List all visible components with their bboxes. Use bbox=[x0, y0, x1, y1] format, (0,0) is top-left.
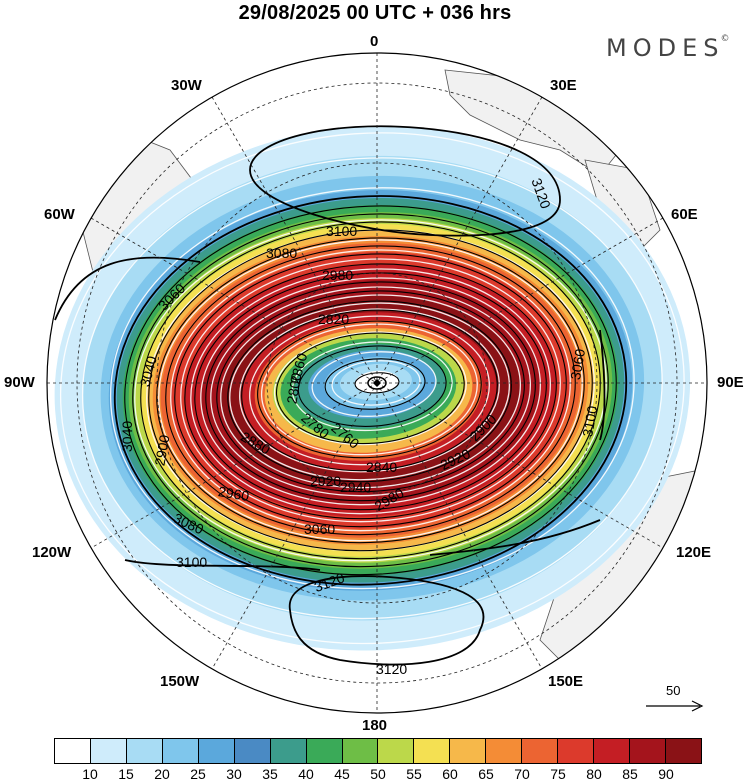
modes-logo: MODES© bbox=[606, 34, 730, 62]
colorbar-swatch bbox=[414, 739, 451, 763]
longitude-label-60w: 60W bbox=[44, 206, 75, 223]
colorbar-ticks: 10 15 20 25 30 35 40 45 50 55 60 65 70 75 80 85 90 bbox=[0, 766, 750, 782]
longitude-label-120w: 120W bbox=[32, 544, 72, 561]
streamlines bbox=[59, 132, 685, 645]
contour-label: 2820 bbox=[318, 311, 349, 327]
longitude-label-150e: 150E bbox=[548, 673, 584, 690]
colorbar-tick-label: 75 bbox=[550, 766, 566, 782]
colorbar-swatch bbox=[486, 739, 523, 763]
longitude-label-90w: 90W bbox=[4, 374, 35, 391]
contour-label: 3060 bbox=[304, 521, 335, 537]
reference-vector-arrow bbox=[646, 700, 704, 712]
map-title: 29/08/2025 00 UTC + 036 hrs bbox=[238, 2, 512, 24]
contour-label: 3060 bbox=[567, 347, 588, 381]
contour-label: 3100 bbox=[176, 554, 207, 570]
colorbar-tick-label: 80 bbox=[586, 766, 602, 782]
contour-label: 2900 bbox=[151, 433, 172, 467]
contour-label: 2980 bbox=[322, 267, 353, 283]
pole-marker bbox=[367, 376, 387, 390]
longitude-label-30w: 30W bbox=[171, 77, 202, 94]
colorbar-swatch bbox=[234, 739, 271, 763]
longitude-label-120e: 120E bbox=[676, 544, 712, 561]
contour-label: 3100 bbox=[579, 404, 600, 438]
colorbar-swatch bbox=[162, 739, 199, 763]
colorbar bbox=[54, 738, 702, 764]
colorbar-swatch bbox=[55, 739, 91, 763]
colorbar-tick-label: 55 bbox=[406, 766, 422, 782]
colorbar-tick-label: 50 bbox=[370, 766, 386, 782]
colorbar-swatch bbox=[450, 739, 487, 763]
contour-label: 2920 bbox=[310, 473, 341, 489]
contour-label: 2860 bbox=[287, 351, 311, 385]
colorbar-tick-label: 65 bbox=[478, 766, 494, 782]
contour-label: 3080 bbox=[266, 245, 297, 261]
colorbar-swatch bbox=[378, 739, 415, 763]
colorbar-swatch bbox=[90, 739, 127, 763]
contour-label: 3120 bbox=[376, 661, 407, 677]
colorbar-tick-label: 35 bbox=[262, 766, 278, 782]
contour-label: 3040 bbox=[136, 354, 160, 388]
colorbar-tick-label: 25 bbox=[190, 766, 206, 782]
colorbar-swatch bbox=[630, 739, 666, 763]
contour-label: 3040 bbox=[119, 421, 135, 452]
colorbar-swatch bbox=[306, 739, 343, 763]
contour-label: 2840 bbox=[366, 459, 397, 475]
height-contours bbox=[113, 195, 628, 586]
colorbar-tick-label: 70 bbox=[514, 766, 530, 782]
map-disc bbox=[47, 53, 707, 713]
colorbar-swatch bbox=[126, 739, 163, 763]
colorbar-swatch bbox=[270, 739, 307, 763]
colorbar-swatch bbox=[198, 739, 235, 763]
colorbar-swatch bbox=[665, 739, 701, 763]
wind-speed-shading bbox=[54, 125, 691, 651]
colorbar-tick-label: 90 bbox=[658, 766, 674, 782]
outer-contours bbox=[54, 125, 606, 666]
colorbar-tick-label: 10 bbox=[82, 766, 98, 782]
colorbar-swatch bbox=[558, 739, 595, 763]
colorbar-swatch bbox=[342, 739, 379, 763]
colorbar-swatch bbox=[594, 739, 630, 763]
longitude-label-60e: 60E bbox=[671, 206, 698, 223]
colorbar-tick-label: 85 bbox=[622, 766, 638, 782]
colorbar-tick-label: 60 bbox=[442, 766, 458, 782]
longitude-label-0: 0 bbox=[370, 33, 379, 50]
longitude-label-150w: 150W bbox=[160, 673, 200, 690]
colorbar-tick-label: 20 bbox=[154, 766, 170, 782]
contour-label: 3100 bbox=[326, 223, 357, 239]
contour-label: 2940 bbox=[340, 479, 371, 495]
colorbar-swatch bbox=[522, 739, 559, 763]
longitude-label-30e: 30E bbox=[550, 77, 577, 94]
colorbar-tick-label: 30 bbox=[226, 766, 242, 782]
colorbar-tick-label: 40 bbox=[298, 766, 314, 782]
longitude-label-90e: 90E bbox=[717, 374, 744, 391]
colorbar-tick-label: 15 bbox=[118, 766, 134, 782]
longitude-label-180: 180 bbox=[362, 717, 388, 734]
colorbar-tick-label: 45 bbox=[334, 766, 350, 782]
contour-label: 2960 bbox=[217, 483, 251, 504]
reference-vector-label: 50 bbox=[666, 683, 681, 698]
contour-label: 2800 bbox=[283, 371, 304, 405]
map-border bbox=[46, 52, 708, 714]
